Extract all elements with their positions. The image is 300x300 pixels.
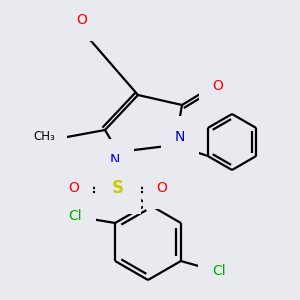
Text: O: O [76, 13, 87, 27]
Text: O: O [157, 181, 167, 195]
Text: N: N [110, 153, 120, 167]
Text: H: H [67, 7, 77, 21]
Text: S: S [112, 179, 124, 197]
Text: Cl: Cl [68, 209, 82, 223]
Text: Cl: Cl [212, 264, 226, 278]
Text: O: O [213, 79, 224, 93]
Text: O: O [69, 181, 80, 195]
Text: N: N [175, 130, 185, 144]
Text: CH₃: CH₃ [33, 130, 55, 143]
